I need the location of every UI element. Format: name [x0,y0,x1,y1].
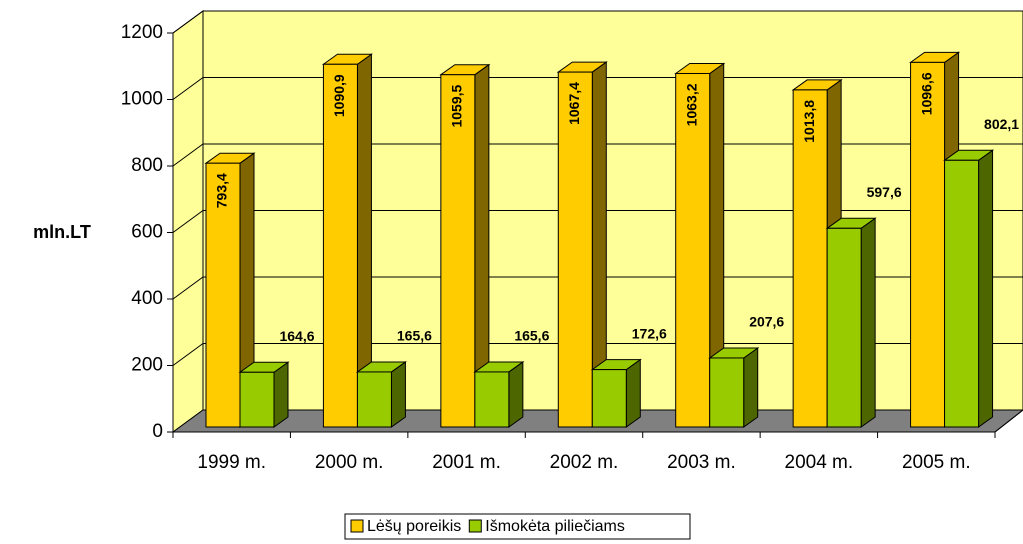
x-tick-label: 1999 m. [197,452,266,473]
y-axis-label: mln.LT [33,222,91,242]
bar [791,78,843,428]
bar-side [390,360,406,428]
y-tick-label: 800 [131,155,163,176]
bar [708,347,760,428]
bar [825,217,877,428]
x-tick-label: 2005 m. [902,452,971,473]
x-tick-label: 2003 m. [667,452,736,473]
value-label: 1059,5 [449,85,465,128]
floor-edge [994,409,1023,433]
grid-line [172,143,1023,167]
legend-swatch [350,519,364,533]
legend-label: Išmokėta piliečiams [485,518,625,535]
x-tick-label: 2004 m. [785,452,854,473]
value-label: 802,1 [984,116,1019,132]
y-tick-label: 0 [152,421,163,442]
value-label: 207,6 [749,314,784,330]
bar-front [675,72,711,428]
legend-swatch [468,519,482,533]
bar-front [322,63,358,428]
bar-front [826,227,862,428]
x-tick-label: 2002 m. [550,452,619,473]
value-label: 793,4 [214,173,230,208]
bar [556,61,608,428]
bar-front [239,371,275,428]
bar [473,360,525,428]
y-tick-label: 200 [131,355,163,376]
y-tick-label: 600 [131,222,163,243]
grid-line [172,10,1023,34]
bar-front [474,371,510,428]
bar-front [591,369,627,428]
bar [590,358,642,428]
bar-front [356,371,392,428]
bar-front [440,74,476,428]
grid-line [172,210,1023,233]
bar-side [508,360,524,428]
value-label: 1096,6 [918,72,934,115]
value-label: 1090,9 [331,74,347,117]
bar [238,361,290,428]
legend-box [344,513,691,540]
bar [943,149,995,428]
bar-front [557,71,593,428]
bar-side [273,361,289,428]
x-tick-label: 2001 m. [432,452,501,473]
value-label: 164,6 [279,328,314,344]
bar-front [910,61,946,428]
grid-line [172,77,1023,100]
value-label: 1063,2 [683,83,699,126]
bar [355,360,407,428]
bar-front [792,89,828,428]
bar [204,152,256,428]
legend-label: Lėšų poreikis [367,518,461,535]
bar-front [205,162,241,428]
bar-side [743,347,759,428]
y-tick-label: 1000 [121,89,163,110]
grid-line [172,276,1023,300]
y-tick-label: 400 [131,288,163,309]
bar-side [860,217,876,428]
value-label: 165,6 [514,328,549,344]
value-label: 597,6 [867,184,902,200]
bar-side [625,358,641,428]
bar-front [944,159,980,428]
bar-front [709,357,745,428]
bar [674,62,726,428]
value-label: 1013,8 [801,100,817,143]
bar [439,63,491,428]
x-tick-label: 2000 m. [315,452,384,473]
y-tick-label: 1200 [121,22,163,43]
grid-line [172,343,1023,366]
value-label: 172,6 [632,325,667,341]
bar-side [978,149,994,428]
value-label: 165,6 [397,328,432,344]
value-label: 1067,4 [566,82,582,125]
